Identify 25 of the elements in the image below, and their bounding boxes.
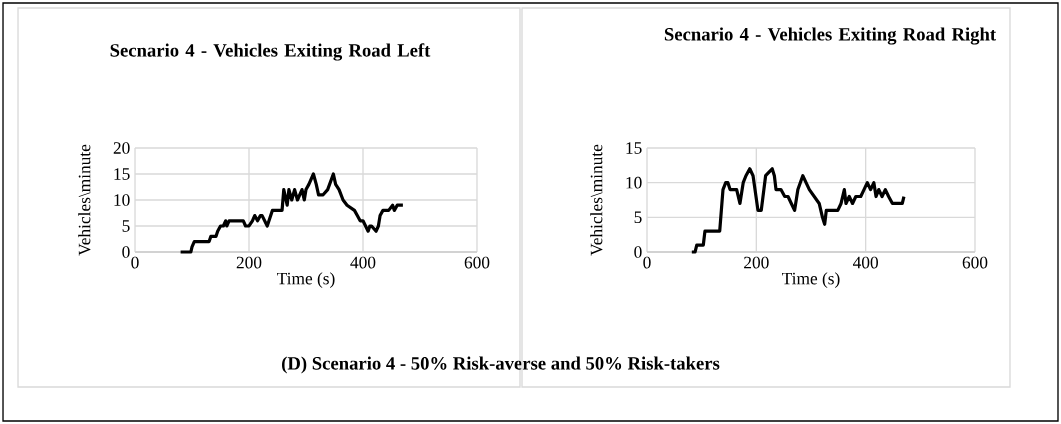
x-tick-label: 0	[643, 256, 651, 269]
y-tick-label: 15	[626, 142, 642, 154]
x-tick-label: 0	[131, 256, 139, 269]
y-tick-label: 20	[113, 142, 130, 154]
x-tick-label: 400	[852, 256, 878, 269]
chart-title: Secnario 4 - Vehicles Exiting Road Right	[664, 27, 997, 45]
x-axis-title: Time (s)	[277, 272, 335, 288]
y-tick-label: 0	[634, 246, 642, 258]
y-axis-title: Vehicles\minute	[78, 144, 91, 256]
x-tick-label: 200	[744, 256, 769, 269]
y-tick-label: 0	[122, 246, 130, 258]
line-series	[179, 172, 405, 254]
y-axis-title: Vehicles\minute	[590, 144, 603, 256]
x-tick-label: 200	[236, 256, 262, 269]
x-tick-label: 400	[350, 256, 376, 269]
y-tick-label: 5	[634, 211, 642, 224]
y-tick-label: 10	[626, 176, 642, 189]
x-axis-title: Time (s)	[782, 272, 840, 288]
x-tick-label: 600	[962, 256, 988, 269]
y-tick-label: 10	[114, 194, 130, 206]
chart-title: Secnario 4 - Vehicles Exiting Road Left	[110, 43, 431, 61]
x-tick-label: 600	[464, 256, 490, 269]
text: (D) Scenario 4 - 50% Risk-averse and 50% Risk-takers	[282, 356, 720, 374]
y-tick-label: 15	[114, 168, 130, 180]
y-tick-label: 5	[122, 220, 130, 232]
